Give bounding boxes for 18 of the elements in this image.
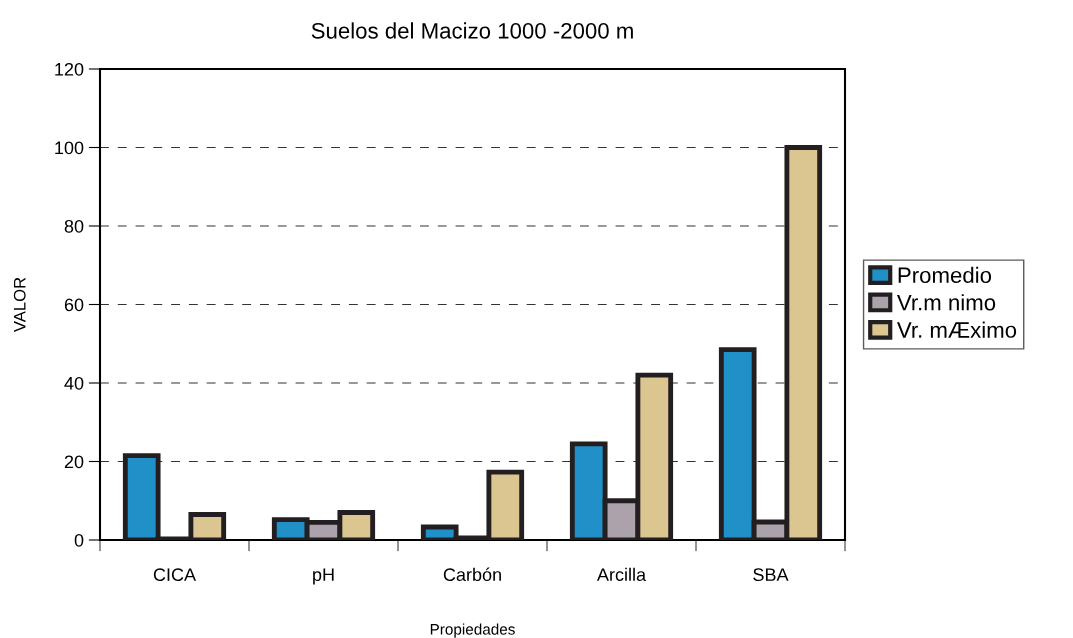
- legend-label: Vr.m nimo: [896, 294, 996, 311]
- y-axis-title: VALOR: [13, 277, 26, 333]
- x-axis-title: Propiedades: [430, 623, 515, 638]
- x-tick-label: CICA: [153, 568, 197, 582]
- legend-label: Vr. mÆximo: [896, 321, 1017, 338]
- y-tick-label: 100: [55, 141, 84, 155]
- legend-label: Promedio: [898, 266, 992, 284]
- y-tick-label: 40: [64, 376, 84, 390]
- y-tick-label: 80: [64, 219, 84, 233]
- y-tick-label: 60: [64, 298, 84, 312]
- y-tick-label: 20: [64, 455, 84, 469]
- x-tick-label: SBA: [753, 568, 789, 582]
- x-tick-label: Arcilla: [596, 567, 647, 582]
- x-tick-label: Carbón: [443, 567, 501, 582]
- chart-title: Suelos del Macizo 1000 -2000 m: [311, 22, 633, 39]
- y-tick-label: 0: [74, 533, 84, 547]
- y-tick-label: 120: [55, 62, 84, 76]
- x-tick-label: pH: [313, 568, 334, 585]
